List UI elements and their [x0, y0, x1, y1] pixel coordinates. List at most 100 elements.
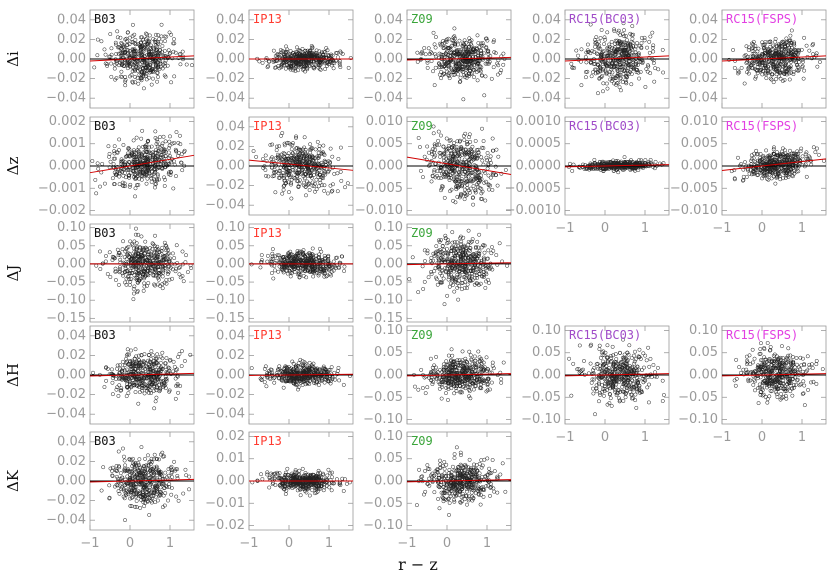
data-point — [455, 194, 460, 199]
data-point — [171, 41, 176, 46]
data-point — [601, 89, 605, 94]
data-point — [486, 61, 491, 66]
data-point — [338, 169, 343, 174]
data-point — [616, 28, 621, 33]
data-point — [447, 74, 452, 79]
data-point — [257, 59, 262, 64]
data-point — [155, 139, 160, 144]
data-point — [117, 171, 122, 176]
data-point — [647, 50, 652, 55]
data-point — [447, 76, 452, 81]
data-point — [113, 278, 118, 282]
data-point — [123, 51, 128, 56]
data-point — [617, 85, 622, 90]
data-point — [273, 65, 278, 70]
data-point — [160, 274, 165, 279]
data-point — [103, 52, 108, 57]
data-point — [747, 171, 752, 176]
data-point — [330, 154, 335, 159]
data-point — [139, 70, 144, 75]
data-point — [308, 53, 312, 57]
data-point — [95, 37, 100, 42]
data-point — [433, 35, 438, 39]
data-point — [285, 176, 290, 181]
data-point — [121, 173, 126, 178]
y-tick-label: 0.00 — [216, 159, 245, 174]
data-point — [479, 65, 484, 70]
data-point — [141, 72, 145, 77]
data-point — [280, 191, 285, 196]
data-point — [459, 47, 464, 52]
data-point — [119, 40, 124, 45]
data-point — [105, 63, 110, 68]
y-tick-label: 0.000 — [681, 159, 718, 174]
data-point — [601, 81, 606, 86]
data-point — [431, 30, 436, 35]
x-tick-label: −1 — [712, 221, 731, 236]
y-tick-label: 0.10 — [216, 220, 245, 235]
data-point — [156, 60, 161, 65]
data-point — [177, 52, 182, 57]
y-tick-label: −0.002 — [38, 203, 86, 218]
data-point — [141, 144, 145, 149]
data-point — [184, 253, 188, 258]
data-point — [132, 32, 137, 37]
data-point — [317, 49, 322, 54]
data-point — [456, 72, 461, 77]
data-point — [495, 61, 500, 66]
data-point — [465, 52, 470, 57]
data-point — [143, 45, 148, 49]
y-tick-label: 0.00 — [57, 52, 86, 67]
y-tick-label: 0.00 — [216, 52, 245, 67]
data-point — [164, 54, 169, 59]
data-point — [112, 144, 117, 149]
data-point — [488, 154, 493, 159]
data-point — [436, 65, 441, 70]
data-point — [307, 188, 312, 193]
data-point — [127, 42, 132, 47]
data-point — [122, 50, 127, 55]
data-point — [153, 185, 157, 190]
data-point — [753, 74, 758, 79]
data-point — [122, 255, 127, 260]
y-tick-label: 0.02 — [374, 32, 403, 47]
data-point — [145, 176, 150, 181]
data-point — [137, 72, 142, 77]
data-point — [438, 41, 443, 46]
data-point — [149, 179, 154, 184]
data-point — [490, 188, 495, 192]
data-point — [116, 51, 121, 56]
data-point — [135, 76, 140, 81]
data-point — [491, 65, 496, 70]
data-point — [498, 70, 503, 75]
data-point — [121, 63, 126, 68]
data-point — [123, 37, 128, 42]
data-point — [138, 54, 143, 58]
data-point — [140, 128, 145, 133]
y-tick-label: 0.0000 — [516, 159, 562, 174]
data-point — [168, 50, 173, 55]
data-point — [94, 191, 99, 196]
data-point — [277, 144, 282, 149]
data-point — [598, 36, 603, 40]
data-point — [338, 59, 342, 64]
model-label: RC15(FSPS) — [726, 119, 798, 133]
data-point — [447, 138, 452, 143]
data-point — [493, 164, 498, 169]
data-point — [605, 30, 610, 35]
data-point — [180, 49, 185, 54]
data-point — [650, 45, 655, 50]
data-point — [331, 259, 336, 264]
data-point — [294, 63, 299, 68]
data-point — [114, 52, 119, 56]
data-point — [483, 74, 488, 79]
data-point — [174, 130, 179, 135]
data-point — [460, 69, 465, 74]
model-label: B03 — [94, 12, 116, 26]
data-point — [465, 65, 470, 70]
data-point — [338, 65, 343, 70]
data-point — [316, 184, 321, 189]
data-point — [153, 233, 157, 238]
data-point — [273, 54, 278, 58]
